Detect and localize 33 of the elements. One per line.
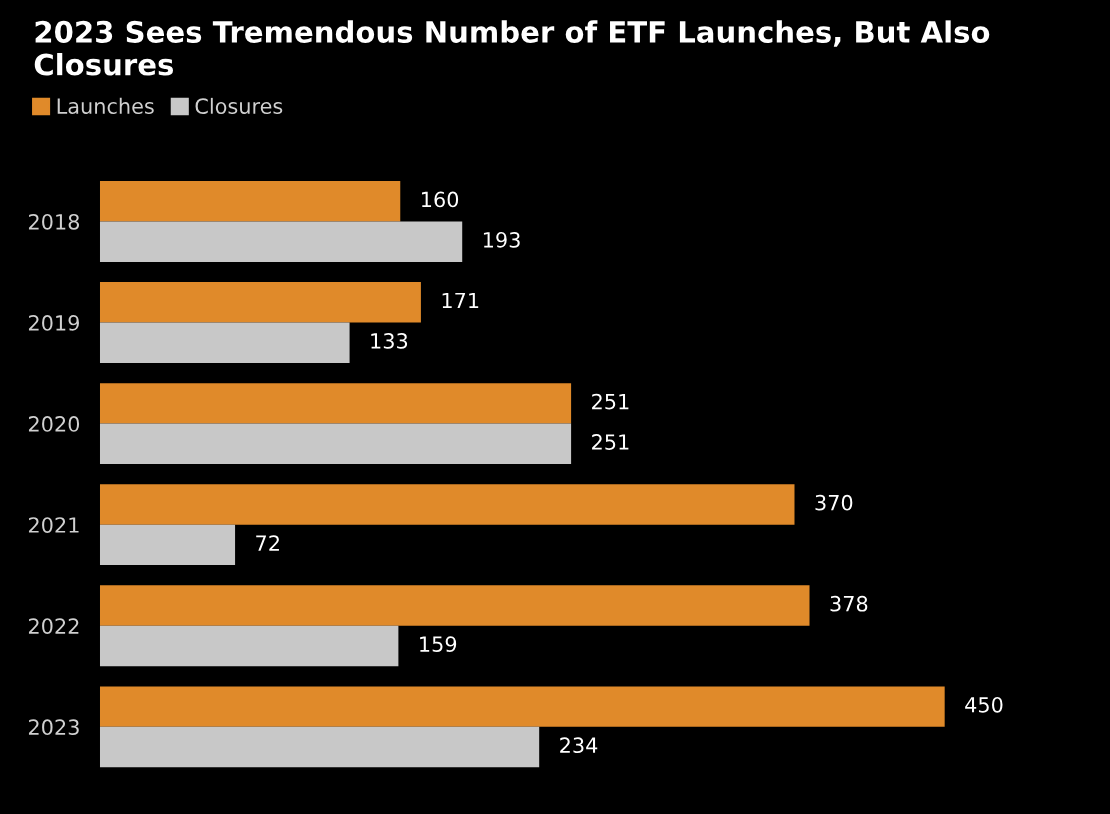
legend-label: Launches	[57, 97, 154, 114]
chart-title: 2023 Sees Tremendous Number of ETF Launches, But Also Closures	[34, 20, 990, 76]
data-label: 133	[371, 333, 408, 349]
y-tick-label: 2023	[28, 719, 79, 736]
data-label: 378	[830, 595, 868, 612]
bar	[99, 181, 401, 222]
bar	[99, 423, 572, 465]
y-tick-label: 2019	[28, 315, 79, 331]
y-tick-label: 2020	[28, 416, 80, 432]
data-label: 160	[422, 191, 459, 208]
bar	[99, 524, 236, 566]
legend-label: Closures	[195, 97, 283, 114]
data-label: 251	[592, 393, 629, 410]
bar	[99, 585, 810, 626]
data-label: 171	[442, 292, 479, 309]
bar	[99, 726, 540, 768]
bar	[99, 625, 399, 667]
bar	[99, 686, 945, 727]
data-label: 370	[815, 494, 853, 511]
data-label: 234	[560, 737, 598, 754]
data-label: 450	[965, 696, 1003, 713]
y-tick-label: 2018	[28, 213, 80, 230]
bar	[99, 282, 421, 323]
y-tick-label: 2021	[28, 517, 79, 533]
bar	[99, 484, 795, 525]
bar	[99, 322, 350, 363]
data-label: 72	[256, 535, 279, 551]
data-label: 193	[483, 231, 520, 248]
data-label: 251	[592, 434, 629, 450]
bar	[99, 221, 463, 262]
y-tick-label: 2022	[28, 618, 79, 634]
data-label: 159	[420, 636, 457, 653]
bar	[99, 383, 572, 424]
